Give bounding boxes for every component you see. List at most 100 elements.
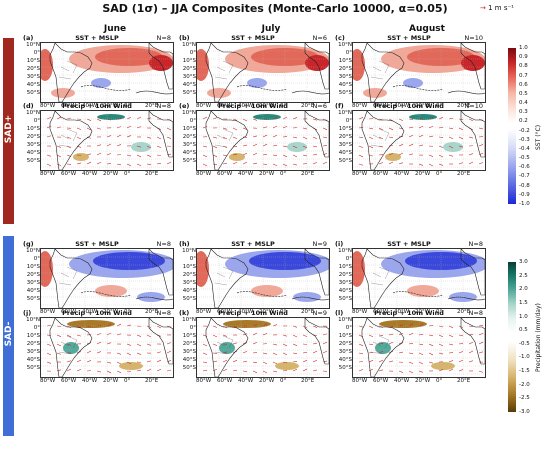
latitude-label: 50°S: [182, 90, 196, 96]
map-graphic: [197, 111, 329, 170]
latitude-label: 10°N: [26, 317, 40, 323]
longitude-label: 0°: [124, 103, 131, 109]
panel-title: SST + MSLP: [387, 240, 431, 248]
map-plot: [40, 317, 174, 378]
panel-sample-size: N=9: [312, 240, 327, 248]
panel-label: (k): [179, 309, 190, 317]
map-panel: (f) Precip + 10m Wind N=10 10°N 0° 10°S 20°…: [334, 101, 486, 179]
map-graphic: [197, 43, 329, 102]
longitude-label: 0°: [124, 171, 131, 177]
longitude-label: 40°W: [238, 378, 254, 384]
longitude-label: 80°W: [40, 171, 56, 177]
colorbar-tick-label: 1.0: [519, 45, 528, 51]
map-graphic: [41, 318, 173, 377]
panel-title-bar: (i) SST + MSLP N=8: [334, 239, 484, 249]
latitude-label: 0°: [345, 325, 352, 331]
map-panel: (l) Precip + 10m Wind N=8 10°N 0° 10°S 20°S…: [334, 308, 486, 386]
row-label-sad-minus: SAD-: [4, 321, 14, 347]
map-plot: [352, 248, 486, 309]
longitude-label: 20°E: [457, 103, 471, 109]
latitude-label: 10°S: [182, 264, 196, 270]
longitude-label: 60°W: [61, 309, 77, 315]
map-plot: [352, 317, 486, 378]
longitude-label: 40°W: [238, 309, 254, 315]
latitude-label: 30°S: [338, 74, 352, 80]
latitude-label: 10°N: [338, 110, 352, 116]
longitude-label: 20°E: [301, 309, 315, 315]
latitude-label: 20°S: [338, 134, 352, 140]
colorbar-tick-label: -0.7: [519, 173, 530, 180]
arrow-icon: →: [480, 4, 486, 12]
colorbar-tick-label: -0.4: [519, 145, 530, 152]
longitude-label: 20°W: [103, 171, 119, 177]
longitude-label: 40°W: [82, 103, 98, 109]
panel-label: (e): [179, 102, 190, 110]
map-panel: (j) Precip + 10m Wind N=8 10°N 0° 10°S 20°S…: [22, 308, 174, 386]
panel-title-bar: (a) SST + MSLP N=8: [22, 33, 172, 43]
colorbar-tick-label: 0.7: [519, 72, 528, 79]
latitude-label: 40°S: [182, 288, 196, 294]
map-panel: (b) SST + MSLP N=6 10°N 0° 10°S 20°S 30°S 40°…: [178, 33, 330, 111]
longitude-label: 60°W: [61, 378, 77, 384]
map-panel: (h) SST + MSLP N=9 10°N 0° 10°S 20°S 30°S 40°…: [178, 239, 330, 317]
longitude-label: 20°W: [103, 103, 119, 109]
latitude-label: 50°S: [26, 296, 40, 302]
latitude-label: 40°S: [338, 82, 352, 88]
latitude-label: 30°S: [338, 280, 352, 286]
colorbar-tick-label: 0.8: [519, 63, 528, 70]
colorbar-tick-label: 1.0: [519, 313, 528, 320]
longitude-label: 80°W: [196, 171, 212, 177]
panel-title: SST + MSLP: [75, 240, 119, 248]
colorbar-tick-label: 0.3: [519, 109, 528, 116]
panel-title: SST + MSLP: [231, 240, 275, 248]
row-label-sad-plus: SAD+: [4, 114, 14, 144]
colorbar-tick-label: -1.0: [519, 201, 530, 207]
longitude-label: 20°E: [457, 171, 471, 177]
panel-title-bar: (b) SST + MSLP N=6: [178, 33, 328, 43]
longitude-label: 20°E: [145, 171, 159, 177]
longitude-label: 80°W: [40, 378, 56, 384]
colorbar-tick-label: 0.4: [519, 100, 528, 107]
panel-title: SST + MSLP: [75, 34, 119, 42]
latitude-label: 0°: [345, 256, 352, 262]
longitude-label: 60°W: [61, 171, 77, 177]
longitude-label: 20°E: [145, 378, 159, 384]
panel-label: (f): [335, 102, 344, 110]
colorbar-tick-label: -0.3: [519, 136, 530, 143]
latitude-label: 20°S: [182, 272, 196, 278]
panel-title-bar: (f) Precip + 10m Wind N=10: [334, 101, 484, 111]
longitude-label: 20°W: [415, 309, 431, 315]
panel-label: (l): [335, 309, 344, 317]
longitude-label: 80°W: [196, 309, 212, 315]
latitude-label: 50°S: [26, 365, 40, 371]
latitude-label: 0°: [189, 256, 196, 262]
map-plot: [40, 42, 174, 103]
panel-sample-size: N=6: [312, 34, 327, 42]
map-graphic: [353, 43, 485, 102]
longitude-label: 40°W: [394, 309, 410, 315]
map-graphic: [197, 249, 329, 308]
latitude-label: 40°S: [26, 150, 40, 156]
colorbar-tick-label: -0.5: [519, 155, 530, 162]
map-graphic: [353, 249, 485, 308]
latitude-label: 10°S: [338, 333, 352, 339]
sst-colorbar: [508, 48, 516, 204]
panel-title: SST + MSLP: [387, 34, 431, 42]
latitude-label: 40°S: [338, 288, 352, 294]
latitude-label: 0°: [189, 325, 196, 331]
latitude-label: 50°S: [338, 296, 352, 302]
latitude-label: 50°S: [182, 158, 196, 164]
panel-label: (b): [179, 34, 190, 42]
colorbar-tick-label: 0.6: [519, 81, 528, 88]
reference-arrow-label: 1 m s⁻¹: [488, 4, 514, 12]
latitude-label: 10°N: [182, 248, 196, 254]
colorbar-tick-label: -2.0: [519, 381, 530, 388]
panel-title-bar: (e) Precip + 10m Wind N=6: [178, 101, 328, 111]
map-panel: (d) Precip + 10m Wind N=8 10°N 0° 10°S 20°S…: [22, 101, 174, 179]
longitude-label: 60°W: [61, 103, 77, 109]
longitude-label: 80°W: [40, 309, 56, 315]
panel-sample-size: N=8: [156, 34, 171, 42]
longitude-label: 20°E: [457, 309, 471, 315]
panel-title-bar: (j) Precip + 10m Wind N=8: [22, 308, 172, 318]
latitude-label: 0°: [189, 50, 196, 56]
